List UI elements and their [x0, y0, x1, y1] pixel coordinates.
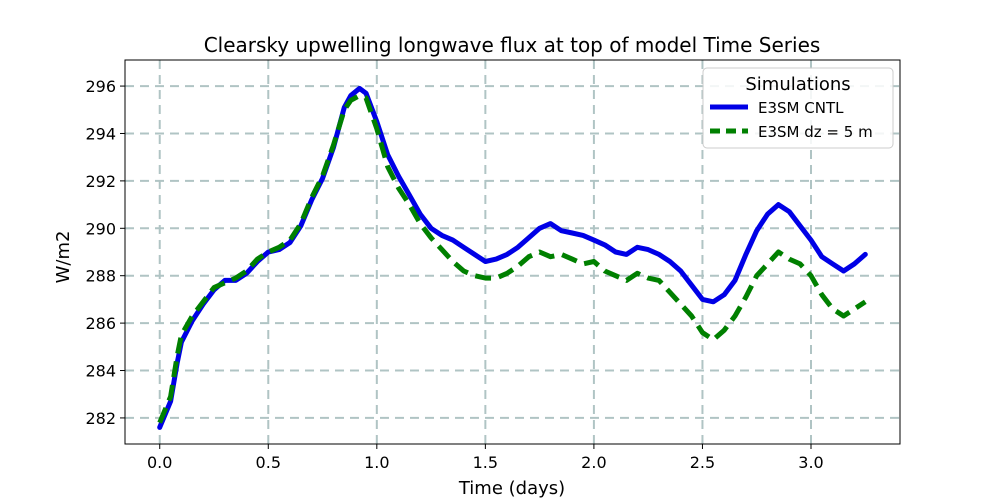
y-tick-label: 286 — [85, 314, 116, 333]
x-tick-label: 2.0 — [581, 453, 606, 472]
series-layer — [157, 85, 868, 430]
y-tick-label: 296 — [85, 77, 116, 96]
x-tick-label: 2.5 — [690, 453, 715, 472]
chart-title: Clearsky upwelling longwave flux at top … — [204, 33, 821, 57]
y-tick-label: 282 — [85, 409, 116, 428]
y-tick-label: 292 — [85, 172, 116, 191]
x-tick-label: 1.0 — [364, 453, 389, 472]
y-axis-label: W/m2 — [53, 231, 74, 284]
x-tick-label: 0.5 — [256, 453, 281, 472]
legend-box — [702, 67, 894, 149]
x-tick-label: 3.0 — [798, 453, 823, 472]
plot-frame — [124, 59, 901, 445]
x-tick-label: 0.0 — [147, 453, 172, 472]
x-axis-label: Time (days) — [458, 478, 565, 499]
y-tick-label: 284 — [85, 362, 116, 381]
x-axis-ticks: 0.0 0.5 1.0 1.5 2.0 2.5 3.0 — [147, 444, 824, 472]
legend-title: Simulations — [745, 74, 850, 95]
y-tick-label: 290 — [85, 219, 116, 238]
legend-label-e3sm-cntl: E3SM CNTL — [758, 99, 844, 117]
grid-lines — [125, 60, 900, 444]
y-tick-label: 288 — [85, 267, 116, 286]
legend-label-e3sm-dz-5m: E3SM dz = 5 m — [758, 123, 873, 141]
series-line-e3sm-dz-5m — [157, 93, 867, 424]
y-axis-ticks: 282 284 286 288 290 292 294 296 — [85, 77, 125, 428]
x-tick-label: 1.5 — [473, 453, 498, 472]
legend: Simulations E3SM CNTL E3SM dz = 5 m — [702, 67, 894, 149]
y-tick-label: 294 — [85, 124, 116, 143]
